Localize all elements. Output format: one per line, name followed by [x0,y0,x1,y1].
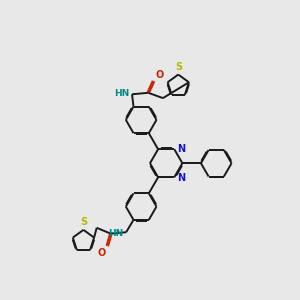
Text: S: S [80,217,87,227]
Text: O: O [97,248,106,258]
Text: S: S [175,62,182,72]
Text: N: N [177,173,185,183]
Text: O: O [155,70,164,80]
Text: N: N [177,144,185,154]
Text: HN: HN [114,89,129,98]
Text: HN: HN [109,229,124,238]
